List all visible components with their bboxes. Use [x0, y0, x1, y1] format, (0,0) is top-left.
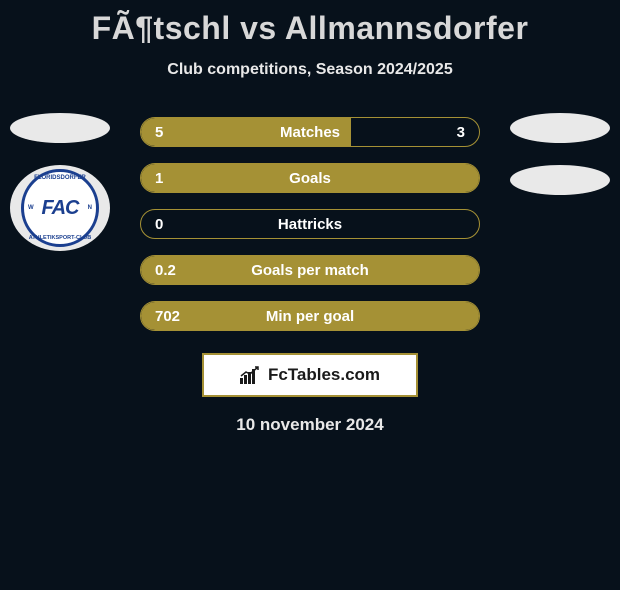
- badge-short: FAC: [42, 197, 79, 220]
- stat-label: Min per goal: [266, 308, 354, 325]
- stat-left-value: 0: [141, 216, 163, 233]
- stat-bar: 1 Goals: [140, 163, 480, 193]
- right-player-column: [508, 113, 612, 195]
- badge-arc-bottom: ATHLETIKSPORT-CLUB: [29, 235, 92, 241]
- club-badge-placeholder-right: [510, 165, 610, 195]
- chart-icon: [240, 366, 262, 384]
- stat-label: Goals per match: [251, 262, 369, 279]
- stat-left-value: 5: [141, 124, 163, 141]
- stat-left-value: 0.2: [141, 262, 176, 279]
- page-title: FÃ¶tschl vs Allmannsdorfer: [0, 10, 620, 47]
- badge-side-r: N: [88, 205, 92, 211]
- stat-label: Hattricks: [278, 216, 342, 233]
- brand-box: FcTables.com: [202, 353, 418, 397]
- stat-bar: 0.2 Goals per match: [140, 255, 480, 285]
- comparison-content: FLORIDSDORFER W FAC N ATHLETIKSPORT-CLUB…: [0, 117, 620, 331]
- stat-label: Matches: [280, 124, 340, 141]
- left-player-column: FLORIDSDORFER W FAC N ATHLETIKSPORT-CLUB: [8, 113, 112, 251]
- player-photo-placeholder-right: [510, 113, 610, 143]
- badge-arc-top: FLORIDSDORFER: [34, 175, 86, 181]
- brand-label: FcTables.com: [268, 365, 380, 385]
- stat-bar: 702 Min per goal: [140, 301, 480, 331]
- badge-side-l: W: [28, 205, 34, 211]
- club-badge-left: FLORIDSDORFER W FAC N ATHLETIKSPORT-CLUB: [10, 165, 110, 251]
- subtitle: Club competitions, Season 2024/2025: [0, 61, 620, 79]
- stat-left-value: 702: [141, 308, 180, 325]
- stat-bar: 0 Hattricks: [140, 209, 480, 239]
- date-text: 10 november 2024: [0, 415, 620, 435]
- stat-label: Goals: [289, 170, 331, 187]
- player-photo-placeholder-left: [10, 113, 110, 143]
- fac-logo: FLORIDSDORFER W FAC N ATHLETIKSPORT-CLUB: [21, 169, 99, 247]
- stat-bar: 5 Matches 3: [140, 117, 480, 147]
- stat-left-value: 1: [141, 170, 163, 187]
- stat-bars: 5 Matches 3 1 Goals 0 Hattricks 0.2 Goals per ma…: [140, 117, 480, 331]
- stat-right-value: 3: [457, 124, 465, 141]
